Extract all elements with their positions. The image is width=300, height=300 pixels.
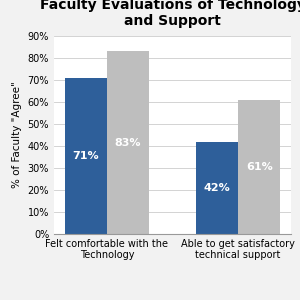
Text: 71%: 71%: [73, 151, 99, 161]
Bar: [107, 51, 149, 234]
Text: 83%: 83%: [115, 138, 141, 148]
Y-axis label: % of Faculty "Agree": % of Faculty "Agree": [12, 82, 22, 188]
Text: 61%: 61%: [246, 162, 273, 172]
Bar: [196, 142, 238, 234]
Title: Faculty Evaluations of Technology
and Support: Faculty Evaluations of Technology and Su…: [40, 0, 300, 28]
Bar: [238, 100, 280, 234]
Bar: [65, 78, 107, 234]
Text: 42%: 42%: [204, 183, 230, 193]
Legend: January, May: January, May: [115, 298, 230, 300]
